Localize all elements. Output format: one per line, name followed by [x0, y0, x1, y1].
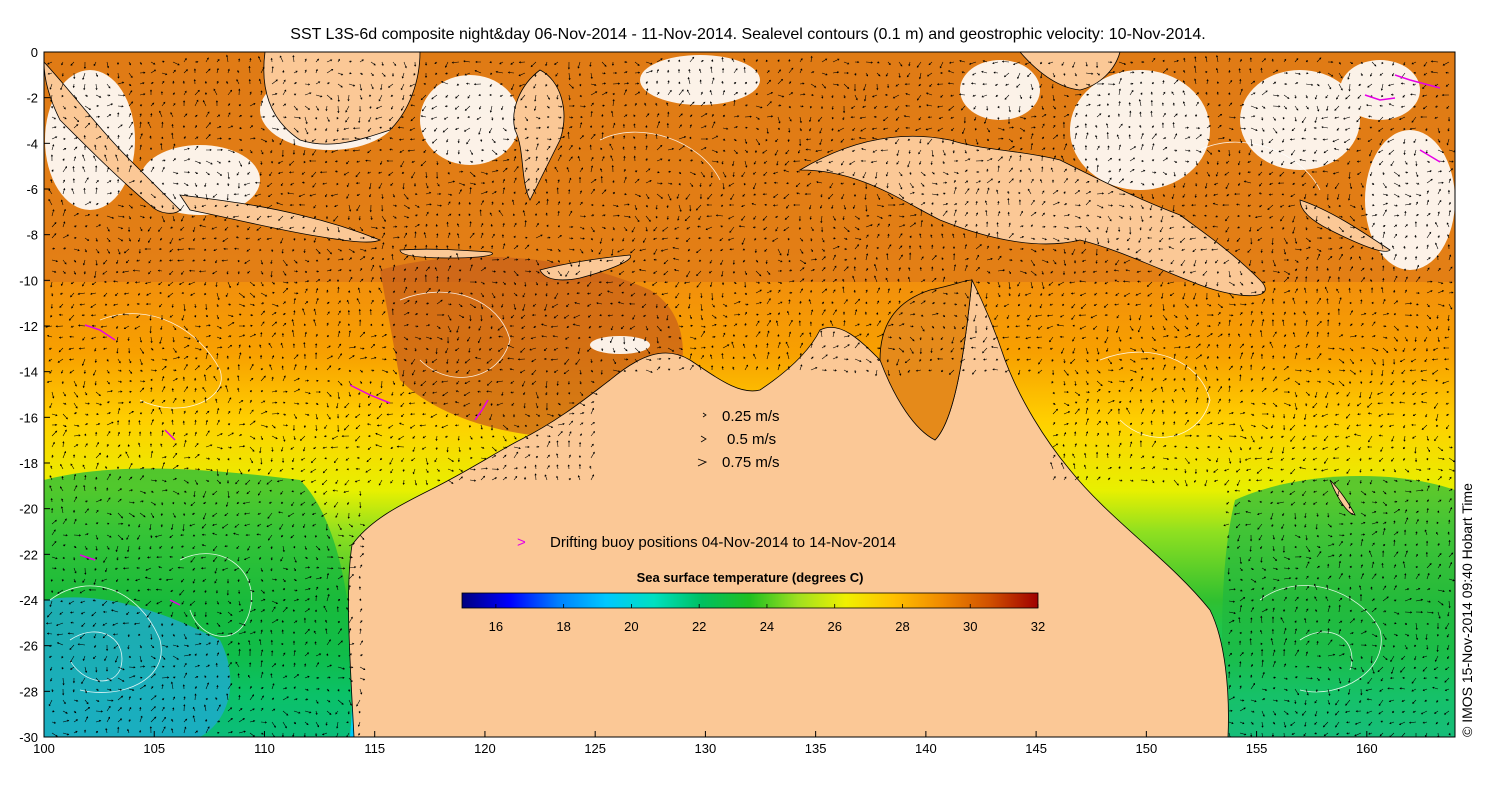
x-tick-label: 125: [584, 741, 606, 756]
y-tick-label: -2: [26, 91, 38, 106]
velocity-legend-label: 0.25 m/s: [722, 408, 780, 425]
land-australia: [348, 278, 1229, 737]
velocity-arrow-icon: [700, 435, 707, 443]
x-tick-label: 105: [143, 741, 165, 756]
x-tick-label: 130: [695, 741, 717, 756]
x-tick-label: 110: [254, 741, 275, 756]
buoy-legend: > Drifting buoy positions 04-Nov-2014 to…: [517, 534, 896, 551]
buoy-legend-label: Drifting buoy positions 04-Nov-2014 to 1…: [550, 534, 896, 551]
gulf-of-carpentaria: [879, 279, 973, 441]
x-tick-label: 160: [1356, 741, 1378, 756]
colorbar-tick-label: 30: [963, 619, 977, 634]
buoy-tracks: [79, 74, 1441, 606]
y-tick-label: 0: [31, 45, 38, 60]
buoy-track: [79, 554, 96, 561]
x-tick-label: 100: [33, 741, 55, 756]
buoy-track: [84, 324, 116, 341]
land-lesser-sunda: [399, 248, 493, 259]
velocity-legend-item: 0.75 m/s: [697, 454, 780, 471]
map-title: SST L3S-6d composite night&day 06-Nov-20…: [290, 26, 1205, 43]
buoy-track: [169, 599, 181, 606]
velocity-legend: 0.25 m/s 0.5 m/s 0.75 m/s: [697, 408, 780, 471]
cool-region-east: [1222, 476, 1455, 737]
y-tick-label: -10: [19, 273, 38, 288]
buoy-track: [1364, 94, 1396, 101]
x-tick-label: 115: [364, 741, 385, 756]
plot-frame: [43, 51, 1456, 738]
colorbar-tick-label: 20: [624, 619, 638, 634]
x-tick-label: 155: [1246, 741, 1268, 756]
land-masses: [44, 52, 1391, 737]
copyright-label: © IMOS 15-Nov-2014 09:40 Hobart Time: [1459, 483, 1475, 737]
velocity-vector-field: [45, 54, 1455, 737]
land-borneo: [263, 52, 421, 145]
colorbar: Sea surface temperature (degrees C) 16 18…: [461, 570, 1045, 634]
land-new-guinea: [798, 135, 1266, 297]
y-tick-label: -22: [19, 547, 38, 562]
buoy-track: [474, 399, 489, 421]
y-tick-label: -26: [19, 639, 38, 654]
x-tick-label: 135: [805, 741, 827, 756]
x-tick-label: 145: [1025, 741, 1047, 756]
land-sumatra: [44, 61, 181, 214]
buoy-track: [164, 429, 176, 441]
colorbar-tick-label: 18: [556, 619, 570, 634]
land-solomon-islands: [1299, 199, 1391, 252]
velocity-legend-item: 0.25 m/s: [702, 408, 780, 425]
colorbar-ticks: 16 18 20 22 24 26 28 30 32: [489, 604, 1045, 634]
x-tick-label: 140: [915, 741, 937, 756]
geostrophic-velocity-vectors: [45, 54, 1455, 737]
colorbar-tick-label: 32: [1031, 619, 1045, 634]
velocity-legend-label: 0.5 m/s: [727, 431, 776, 448]
buoy-track: [349, 384, 391, 404]
colorbar-tick-label: 26: [827, 619, 841, 634]
y-tick-label: -14: [19, 365, 38, 380]
x-axis: 100 105 110 115 120 125 130 135 140 145 150 155 160: [33, 731, 1378, 756]
y-tick-label: -16: [19, 410, 38, 425]
x-tick-label: 120: [474, 741, 496, 756]
y-tick-label: -12: [19, 319, 38, 334]
y-tick-label: -20: [19, 502, 38, 517]
y-tick-label: -4: [26, 136, 38, 151]
land-timor: [539, 254, 631, 281]
colorbar-tick-label: 28: [895, 619, 909, 634]
map-plot-area: [44, 52, 1455, 737]
buoy-track: [1394, 74, 1441, 89]
velocity-arrow-icon: [702, 412, 707, 418]
colorbar-title: Sea surface temperature (degrees C): [637, 570, 864, 585]
colorbar-tick-label: 16: [489, 619, 503, 634]
y-tick-label: -8: [26, 228, 38, 243]
land-north-islands: [1019, 52, 1121, 91]
y-tick-label: -24: [19, 593, 38, 608]
y-tick-label: -28: [19, 684, 38, 699]
y-tick-label: -6: [26, 182, 38, 197]
land-java: [179, 194, 381, 243]
land-sulawesi: [513, 69, 565, 201]
buoy-track: [1419, 149, 1441, 163]
velocity-legend-item: 0.5 m/s: [700, 431, 776, 448]
velocity-arrow-icon: [697, 458, 708, 467]
buoy-symbol-icon: >: [517, 534, 526, 551]
x-tick-label: 150: [1135, 741, 1157, 756]
y-axis: 0 -2 -4 -6 -8 -10 -12 -14 -16 -18 -20 -22 -24 -26 -28 -…: [19, 45, 50, 745]
y-tick-label: -18: [19, 456, 38, 471]
colorbar-scale: [461, 592, 1039, 609]
y-tick-label: -30: [19, 730, 38, 745]
colorbar-tick-label: 24: [760, 619, 774, 634]
velocity-legend-label: 0.75 m/s: [722, 454, 780, 471]
colorbar-tick-label: 22: [692, 619, 706, 634]
